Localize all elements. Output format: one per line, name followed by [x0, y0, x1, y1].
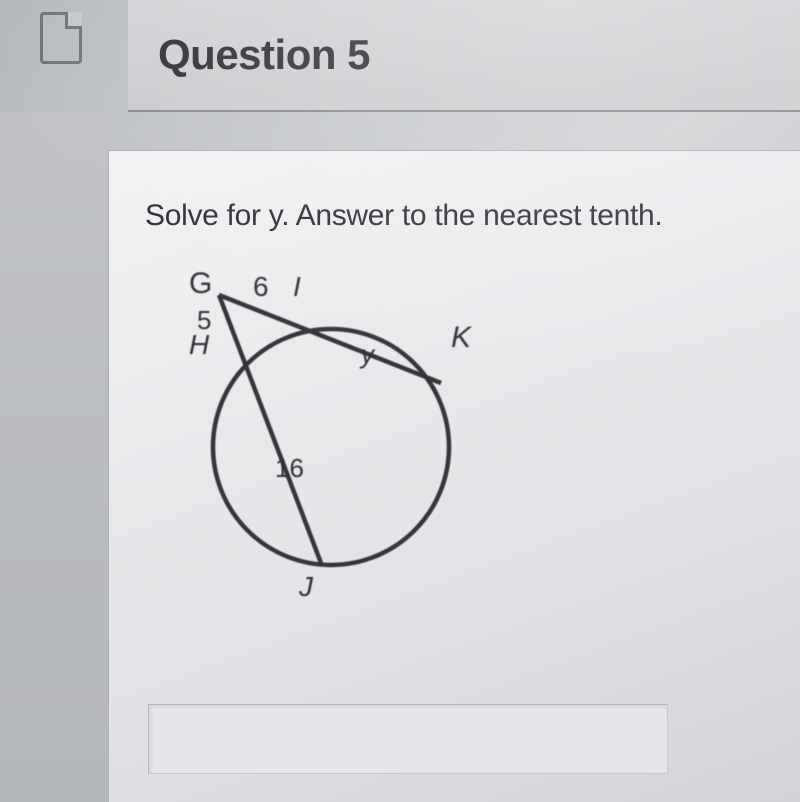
answer-input[interactable]: [148, 704, 668, 774]
label-K: K: [451, 321, 471, 355]
secant-gik: [219, 295, 441, 383]
label-J: J: [299, 571, 313, 603]
left-gutter: [0, 112, 108, 802]
question-header: Question 5: [128, 0, 800, 112]
label-H: H: [189, 329, 209, 361]
secant-ghj: [219, 295, 321, 563]
label-IK-length: y: [361, 339, 374, 370]
label-HJ-length: 16: [275, 453, 304, 484]
page-tab-icon: [40, 12, 82, 64]
label-G: G: [189, 267, 212, 301]
geometry-diagram: G 6 I 5 H y K 16 J: [145, 263, 545, 623]
question-title: Question 5: [158, 31, 370, 79]
label-I: I: [293, 271, 301, 303]
label-GI-length: 6: [253, 271, 269, 303]
prompt-text: Solve for y. Answer to the nearest tenth…: [145, 199, 764, 233]
circle-outline: [213, 329, 449, 565]
